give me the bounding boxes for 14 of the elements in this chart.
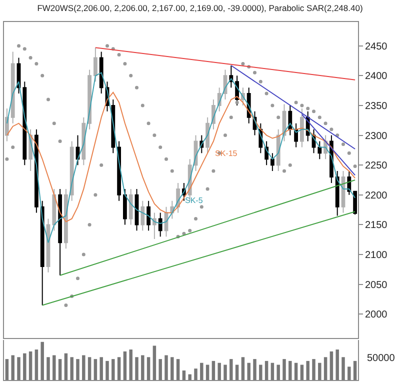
series-label: SK-15 [215,149,238,158]
y-tick-label: 2300 [365,130,388,142]
y-tick-label: 2100 [365,250,388,262]
y-tick-label: 2250 [365,160,388,172]
text: 50000 [367,353,396,364]
y-tick-label: 2000 [365,310,388,321]
y-tick-label: 2050 [365,280,388,291]
y-tick-label: 2350 [365,100,388,112]
chart-title: FW20WS(2,206.00, 2,206.00, 2,167.00, 2,169.00, -39.0000), Parabolic SAR(2,248.40) [37,3,363,14]
y-tick-label: 2450 [365,41,388,52]
series-label: SK-5 [185,196,204,205]
y-tick-label: 2400 [365,71,388,82]
y-tick-label: 2200 [365,190,388,202]
y-tick-label: 2150 [365,220,388,232]
